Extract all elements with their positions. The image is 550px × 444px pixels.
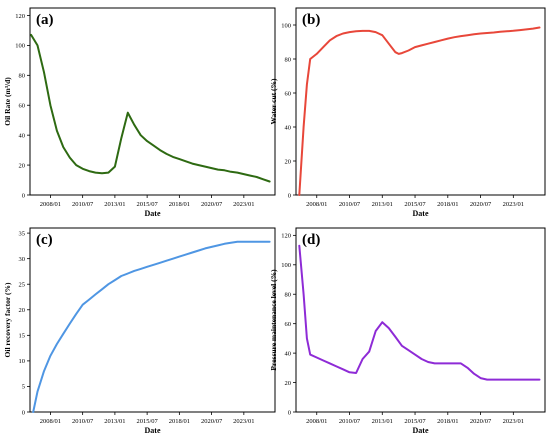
x-tick-label: 2013/01: [104, 418, 125, 425]
chart-panel-3: 2008/01 2010/07 2013/01 2015/07 2018/01 2020/…: [3, 227, 276, 435]
y-tick-label: 20: [19, 162, 26, 169]
y-tick-label: 80: [285, 56, 292, 63]
y-tick-label: 100: [281, 262, 291, 269]
panel-label: (c): [36, 232, 53, 248]
x-tick-label: 2023/01: [233, 201, 254, 208]
plot-frame: [29, 227, 276, 413]
x-tick-label: 2013/01: [104, 201, 125, 208]
y-tick-label: 60: [285, 90, 292, 97]
x-tick-label: 2015/07: [404, 201, 426, 208]
y-tick-label: 10: [19, 358, 26, 365]
x-tick-label: 2018/01: [169, 201, 190, 208]
x-tick-label: 2013/01: [372, 418, 393, 425]
y-tick-label: 80: [285, 292, 292, 299]
y-tick-label: 60: [285, 321, 292, 328]
y-tick-label: 80: [19, 73, 26, 80]
y-axis-label: Water cut (%): [269, 78, 278, 125]
x-tick-label: 2023/01: [503, 201, 524, 208]
y-tick-label: 5: [22, 384, 25, 391]
x-axis-label: Date: [413, 209, 429, 218]
series-line: [32, 240, 271, 413]
y-tick-label: 120: [15, 13, 25, 20]
chart-panel-1: 2008/01 2010/07 2013/01 2015/07 2018/01 2020/…: [3, 7, 276, 218]
x-tick-label: 2008/01: [40, 418, 61, 425]
x-tick-label: 2020/07: [201, 418, 223, 425]
x-tick-label: 2010/07: [72, 418, 94, 425]
x-tick-label: 2013/01: [372, 201, 393, 208]
x-tick-label: 2023/01: [503, 418, 524, 425]
x-tick-label: 2015/07: [136, 418, 158, 425]
x-tick-label: 2018/01: [169, 418, 190, 425]
x-tick-label: 2008/01: [306, 418, 327, 425]
y-tick-label: 0: [288, 409, 291, 416]
x-tick-label: 2020/07: [470, 201, 492, 208]
y-tick-label: 35: [19, 230, 26, 237]
y-tick-label: 40: [19, 132, 26, 139]
y-tick-label: 40: [285, 350, 292, 357]
y-tick-label: 100: [281, 22, 291, 29]
y-tick-label: 100: [15, 43, 25, 50]
x-tick-label: 2023/01: [233, 418, 254, 425]
y-axis-label: Pressure maintenance level (%): [269, 269, 278, 371]
y-tick-label: 0: [288, 192, 291, 199]
series-line: [298, 26, 541, 196]
x-tick-label: 2010/07: [339, 201, 361, 208]
x-axis-label: Date: [145, 426, 161, 435]
series-line: [298, 244, 541, 381]
panel-label: (a): [36, 12, 54, 28]
x-tick-label: 2015/07: [404, 418, 426, 425]
y-axis-label: Oil Rate (m³/d): [3, 77, 12, 126]
x-tick-label: 2020/07: [470, 418, 492, 425]
chart-panel-2: 2008/01 2010/07 2013/01 2015/07 2018/01 2020/…: [269, 7, 546, 218]
y-axis-label: Oil recovery factor (%): [3, 282, 12, 357]
y-tick-label: 20: [285, 158, 292, 165]
x-axis-label: Date: [145, 209, 161, 218]
panel-label: (d): [302, 232, 320, 248]
y-tick-label: 20: [19, 307, 26, 314]
y-tick-label: 25: [19, 282, 26, 289]
x-tick-label: 2018/01: [437, 418, 458, 425]
y-tick-label: 0: [22, 192, 25, 199]
x-tick-label: 2008/01: [306, 201, 327, 208]
chart-panel-4: 2008/01 2010/07 2013/01 2015/07 2018/01 2020/…: [269, 227, 546, 435]
panel-label: (b): [302, 12, 320, 28]
series-line: [30, 33, 271, 183]
y-tick-label: 20: [285, 380, 292, 387]
y-tick-label: 0: [22, 409, 25, 416]
x-tick-label: 2010/07: [72, 201, 94, 208]
x-tick-label: 2015/07: [136, 201, 158, 208]
plot-frame: [29, 7, 276, 196]
x-tick-label: 2008/01: [40, 201, 61, 208]
y-tick-label: 30: [19, 256, 26, 263]
y-tick-label: 15: [19, 333, 26, 340]
plot-frame: [295, 7, 546, 196]
x-axis-label: Date: [413, 426, 429, 435]
y-tick-label: 60: [19, 103, 26, 110]
x-tick-label: 2018/01: [437, 201, 458, 208]
x-tick-label: 2010/07: [339, 418, 361, 425]
y-tick-label: 40: [285, 124, 292, 131]
plot-frame: [295, 227, 546, 413]
x-tick-label: 2020/07: [201, 201, 223, 208]
y-tick-label: 120: [281, 233, 291, 240]
